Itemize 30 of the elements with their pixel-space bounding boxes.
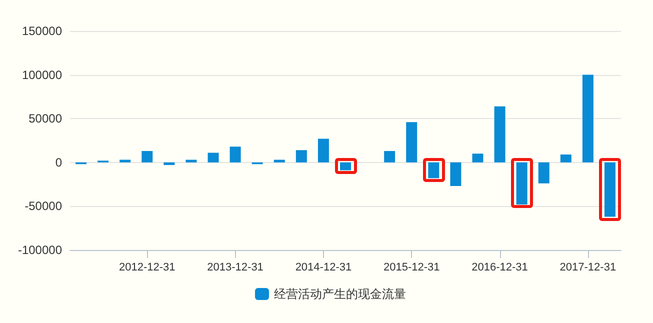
x-tick-label: 2017-12-31 [560,262,616,274]
x-tick-label: 2016-12-31 [472,262,528,274]
bar [120,160,131,162]
bar [384,151,396,162]
bar [318,138,329,162]
y-tick-label: 50000 [28,112,62,126]
bar [274,160,285,162]
bar [142,151,153,162]
x-tick-label: 2013-12-31 [207,262,264,274]
bar [296,150,307,162]
bar [230,146,241,162]
bar [186,160,197,162]
y-tick-label: -50000 [24,199,62,214]
bar [494,106,506,162]
bar [538,162,550,184]
bar [560,154,572,162]
x-tick-label: 2015-12-31 [383,262,440,274]
bar [164,162,175,166]
bar [472,154,484,162]
bar [406,122,418,162]
legend-label: 经营活动产生的现金流量 [274,287,406,301]
y-tick-label: -100000 [18,243,62,257]
y-tick-label: 0 [55,155,62,170]
bar [582,74,594,162]
bar [208,152,219,162]
x-tick-label: 2012-12-31 [119,262,176,274]
y-tick-label: 150000 [22,24,62,38]
y-tick-label: 100000 [22,68,62,82]
x-tick-label: 2014-12-31 [295,262,352,274]
bar [450,162,462,186]
